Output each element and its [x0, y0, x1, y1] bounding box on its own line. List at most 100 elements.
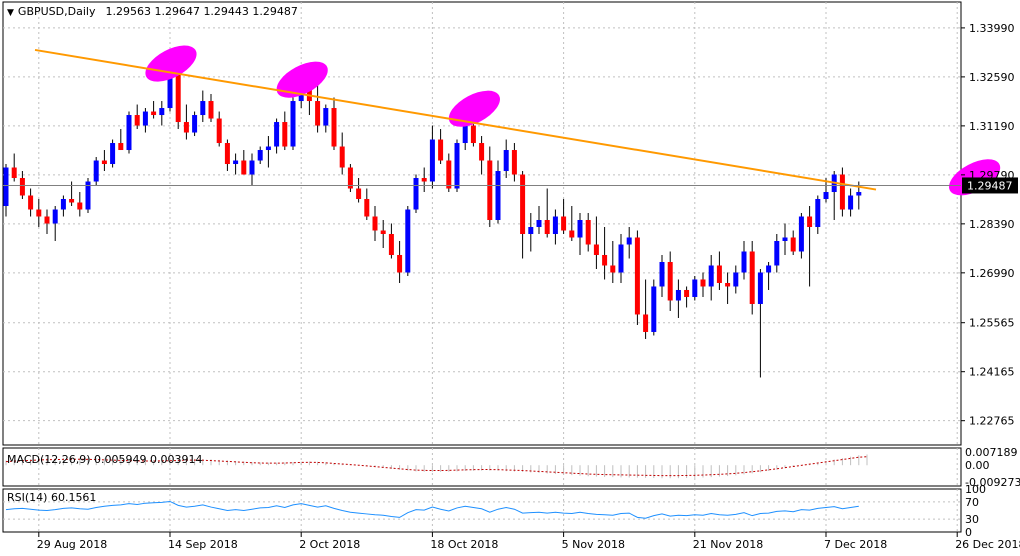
candle-body [356, 188, 362, 200]
candle-body [593, 244, 599, 255]
candle-body [347, 167, 353, 189]
candle-body [421, 178, 427, 182]
candle-body [323, 108, 329, 126]
candle-body [388, 233, 394, 255]
current-price-label: 1.29487 [967, 179, 1013, 192]
candle-body [569, 230, 575, 238]
candle-body [749, 251, 755, 304]
candle-body [36, 209, 42, 217]
x-tick-label: 21 Nov 2018 [693, 538, 763, 551]
candle-body [69, 199, 75, 203]
candle-body [495, 171, 501, 221]
candle-body [733, 272, 739, 287]
y-tick-label: 1.32590 [969, 71, 1015, 84]
candle-body [848, 195, 854, 210]
candle-body [651, 286, 657, 332]
candle-body [618, 244, 624, 273]
y-tick-label: 1.25565 [969, 317, 1015, 330]
candle-body [462, 125, 468, 144]
candle-body [692, 279, 698, 297]
axes: 1.33990 1.32590 1.31190 1.29790 1.28390 1.269… [37, 22, 1020, 551]
candle-body [175, 66, 181, 123]
candle-body [577, 220, 583, 238]
candle-body [216, 118, 222, 144]
candle-body [159, 108, 165, 116]
candle-body [511, 150, 517, 175]
candle-body [684, 289, 690, 297]
candle-body [126, 115, 132, 151]
candle-body [265, 146, 271, 151]
candle-body [142, 111, 148, 126]
candle-body [290, 101, 296, 147]
x-tick-label: 18 Oct 2018 [430, 538, 498, 551]
rsi-label: RSI(14) 60.1561 [7, 491, 96, 504]
candle-body [807, 216, 813, 227]
y-tick-label: 1.31190 [969, 120, 1015, 133]
rsi-tick-label: 100 [965, 483, 986, 496]
candle-body [134, 115, 140, 126]
candle-body [536, 220, 542, 227]
candle-body [60, 199, 66, 210]
candle-body [339, 146, 345, 168]
candle-body [823, 192, 829, 200]
candle-body [380, 230, 386, 234]
collapse-arrow-icon[interactable]: ▼ [7, 8, 14, 18]
y-tick-label: 1.26990 [969, 267, 1015, 280]
candle-body [798, 216, 804, 252]
candle-body [700, 279, 706, 287]
candle-body [224, 143, 230, 165]
candle-body [708, 265, 714, 287]
candle-body [11, 167, 17, 179]
x-tick-label: 26 Dec 2018 [955, 538, 1020, 551]
candle-body [429, 139, 435, 182]
chart-header: ▼ GBPUSD,Daily 1.29563 1.29647 1.29443 1.2… [7, 5, 298, 18]
x-tick-label: 5 Nov 2018 [562, 538, 625, 551]
candle-body [44, 216, 50, 224]
candle-body [815, 199, 821, 227]
candle-body [839, 174, 845, 210]
candle-body [725, 282, 731, 287]
symbol-label: GBPUSD,Daily [18, 5, 96, 18]
candle-body [552, 216, 558, 234]
candle-body [282, 122, 288, 147]
rsi-tick-label: 30 [965, 513, 979, 526]
candle-body [561, 216, 567, 231]
candle-body [659, 261, 665, 287]
rsi-indicator [3, 500, 961, 520]
candle-body [634, 237, 640, 315]
y-tick-label: 1.28390 [969, 218, 1015, 231]
candle-body [257, 150, 263, 161]
macd-tick-label: 0.007189 [965, 446, 1018, 459]
candle-body [528, 226, 534, 234]
candle-body [610, 265, 616, 273]
macd-indicator [5, 454, 868, 479]
candle-body [856, 192, 862, 196]
candle-body [774, 240, 780, 266]
rsi-tick-label: 70 [965, 496, 979, 509]
candle-body [77, 202, 83, 210]
candle-body [479, 143, 485, 161]
candle-body [602, 254, 608, 266]
highlight-ellipse [448, 90, 500, 127]
rsi-panel [2, 488, 962, 533]
candle-body [790, 237, 796, 252]
candle-body [585, 220, 591, 245]
candle-body [110, 143, 116, 165]
ohlc-values: 1.29563 1.29647 1.29443 1.29487 [105, 5, 297, 18]
candle-body [306, 83, 312, 102]
candle-body [405, 209, 411, 273]
candle-body [413, 178, 419, 210]
candle-body [741, 251, 747, 273]
y-tick-label: 1.29790 [969, 169, 1015, 182]
candle-body [28, 195, 34, 210]
candle-body [85, 181, 91, 210]
candle-body [118, 143, 124, 151]
candle-body [3, 167, 9, 207]
candle-body [446, 160, 452, 189]
current-price-box [962, 177, 1018, 194]
candle-body [364, 199, 370, 217]
rsi-line [5, 500, 859, 519]
candle-body [93, 160, 99, 182]
candle-body [643, 314, 649, 332]
